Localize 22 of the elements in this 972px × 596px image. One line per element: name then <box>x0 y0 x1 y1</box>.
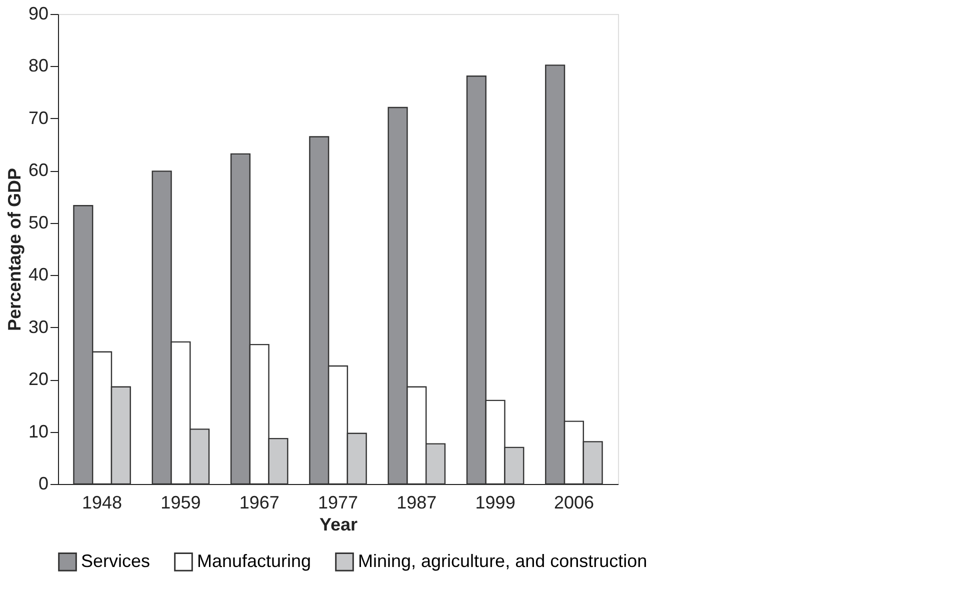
y-tick-label: 80 <box>28 56 48 76</box>
x-tick-label: 1967 <box>239 492 280 512</box>
y-tick-label: 70 <box>28 108 48 128</box>
legend-label: Manufacturing <box>197 550 312 571</box>
legend-label: Services <box>81 550 150 571</box>
y-axis-title: Percentage of GDP <box>4 168 24 332</box>
x-tick-label: 1948 <box>82 492 122 512</box>
legend-label: Mining, agriculture, and construction <box>358 550 648 571</box>
y-tick-label: 50 <box>28 212 48 232</box>
y-tick-label: 20 <box>28 369 48 390</box>
y-tick-label: 0 <box>38 474 48 494</box>
x-axis-title: Year <box>319 514 358 534</box>
y-tick-label: 90 <box>28 4 48 24</box>
x-tick-label: 1999 <box>475 492 516 512</box>
y-tick-label: 30 <box>28 316 48 337</box>
x-tick-label: 1987 <box>396 492 437 512</box>
y-tick-label: 40 <box>28 264 48 285</box>
x-tick-label: 1959 <box>160 492 201 512</box>
y-tick-label: 10 <box>28 421 48 442</box>
x-tick-label: 2006 <box>554 492 594 512</box>
y-tick-label: 60 <box>28 160 48 180</box>
x-tick-label: 1977 <box>318 492 358 512</box>
